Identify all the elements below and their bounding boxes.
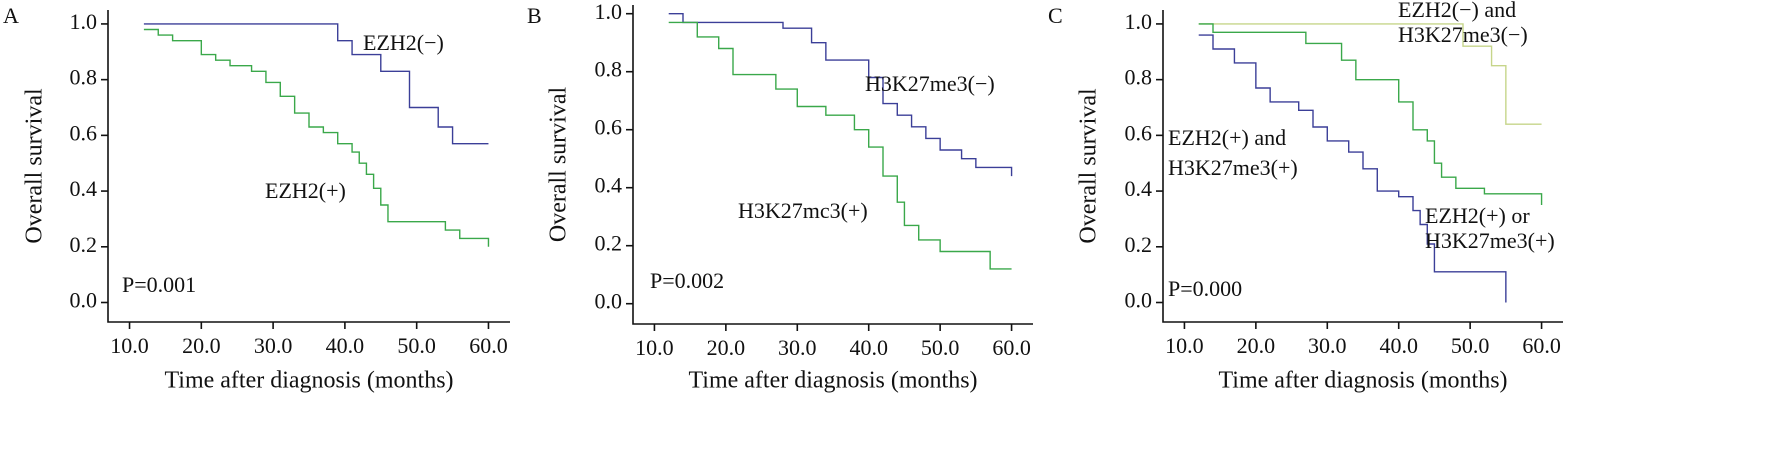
x-tick-label: 30.0	[778, 335, 817, 360]
axis-line	[107, 10, 510, 323]
x-tick-label: 30.0	[1308, 333, 1347, 358]
y-tick-label: 0.6	[1125, 120, 1153, 145]
annotation: H3K27mc3(+)	[738, 198, 868, 223]
x-tick-label: 10.0	[1165, 333, 1204, 358]
y-tick-label: 0.4	[595, 173, 623, 198]
y-tick-label: 1.0	[595, 0, 623, 24]
y-axis-label: Overall survival	[22, 88, 48, 244]
annotation: P=0.001	[122, 272, 196, 297]
x-tick-label: 60.0	[992, 335, 1031, 360]
x-tick-label: 10.0	[635, 335, 674, 360]
panel-letter: B	[527, 3, 542, 28]
survival-curve	[1198, 34, 1507, 303]
panel-letter: C	[1048, 3, 1063, 28]
panel-letter: A	[3, 3, 19, 28]
x-tick-label: 20.0	[182, 333, 221, 358]
annotation: H3K27me3(+)	[1168, 155, 1298, 180]
x-tick-label: 10.0	[110, 333, 149, 358]
x-tick-label: 60.0	[469, 333, 508, 358]
x-axis-label: Time after diagnosis (months)	[164, 368, 453, 394]
annotation: P=0.000	[1168, 276, 1242, 301]
annotation: EZH2(+) or	[1425, 203, 1530, 228]
annotation: H3K27me3(−)	[1398, 22, 1528, 47]
y-axis-label: Overall survival	[546, 87, 572, 243]
y-axis-label: Overall survival	[1076, 88, 1102, 244]
x-axis-label: Time after diagnosis (months)	[688, 368, 977, 394]
x-tick-label: 40.0	[849, 335, 888, 360]
survival-curve	[1198, 23, 1542, 125]
survival-curve	[143, 23, 489, 145]
survival-curve	[668, 13, 1013, 177]
y-tick-label: 0.0	[595, 289, 623, 314]
x-tick-label: 50.0	[397, 333, 436, 358]
y-tick-label: 0.4	[70, 176, 98, 201]
x-tick-label: 20.0	[707, 335, 746, 360]
x-tick-label: 30.0	[254, 333, 293, 358]
annotation: H3K27me3(+)	[1425, 228, 1555, 253]
y-tick-label: 0.6	[70, 120, 98, 145]
x-tick-label: 60.0	[1522, 333, 1561, 358]
y-tick-label: 0.4	[1125, 176, 1153, 201]
y-tick-label: 1.0	[70, 9, 98, 34]
x-axis-label: Time after diagnosis (months)	[1218, 368, 1507, 394]
y-tick-label: 0.6	[595, 115, 623, 140]
annotation: EZH2(+)	[265, 178, 346, 203]
axis-line	[1162, 10, 1563, 323]
x-tick-label: 40.0	[1379, 333, 1418, 358]
y-tick-label: 0.0	[1125, 288, 1153, 313]
y-tick-label: 0.0	[70, 288, 98, 313]
survival-curve	[668, 21, 1012, 270]
x-tick-label: 40.0	[326, 333, 365, 358]
y-tick-label: 1.0	[1125, 9, 1153, 34]
y-tick-label: 0.2	[1125, 232, 1153, 257]
annotation: EZH2(+) and	[1168, 125, 1286, 150]
y-tick-label: 0.8	[1125, 65, 1153, 90]
y-tick-label: 0.2	[595, 231, 623, 256]
annotation: EZH2(−)	[363, 30, 444, 55]
annotation: H3K27me3(−)	[865, 71, 995, 96]
survival-curve	[143, 28, 490, 247]
annotation: P=0.002	[650, 268, 724, 293]
y-tick-label: 0.8	[70, 65, 98, 90]
survival-curve	[1198, 23, 1543, 205]
y-tick-label: 0.2	[70, 232, 98, 257]
y-tick-label: 0.8	[595, 57, 623, 82]
axis-line	[632, 5, 1033, 325]
x-tick-label: 20.0	[1237, 333, 1276, 358]
annotation: EZH2(−) and	[1398, 0, 1516, 22]
x-tick-label: 50.0	[1451, 333, 1490, 358]
x-tick-label: 50.0	[921, 335, 960, 360]
